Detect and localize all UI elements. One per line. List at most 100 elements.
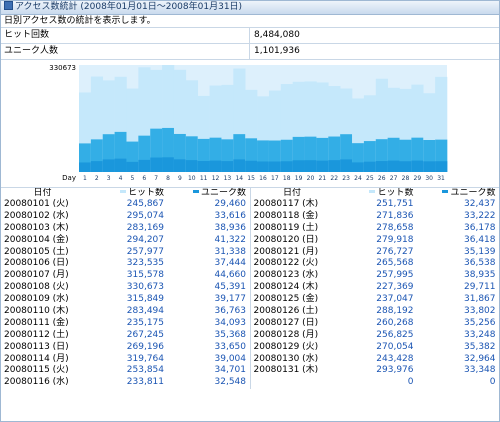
row-unique: 32,437 <box>464 199 496 209</box>
row-date: 20080110 (木) <box>4 306 69 317</box>
summary-value: 1,101,936 <box>254 46 300 56</box>
x-tick-label: 23 <box>342 175 350 182</box>
unique-bar <box>114 158 127 172</box>
row-hits: 330,673 <box>126 282 164 293</box>
row-date: 20080112 (土) <box>4 329 69 340</box>
row-unique: 36,178 <box>464 222 496 233</box>
row-unique: 36,538 <box>464 258 496 269</box>
table-row: 20080121 (月) 276,727 35,139 <box>251 247 500 259</box>
header-hits: ヒット数 <box>334 188 418 199</box>
daily-data-table: 日付 ヒット数 ユニーク数 20080101 (火) 245,867 29,460 2… <box>1 188 500 390</box>
x-tick-label: 2 <box>95 175 99 182</box>
summary-label: ヒット回数 <box>1 28 250 43</box>
row-date: 20080111 (金) <box>4 317 69 328</box>
row-date: 20080116 (水) <box>4 377 69 388</box>
unique-bar <box>268 161 282 172</box>
x-tick-label: 19 <box>295 175 303 182</box>
row-unique: 35,382 <box>464 341 496 352</box>
row-hits: 237,047 <box>376 294 414 305</box>
row-date: 20080113 (日) <box>4 341 69 352</box>
row-date: 20080123 (水) <box>253 270 319 281</box>
row-hits: 245,867 <box>126 199 164 209</box>
row-hits: 293,976 <box>376 365 414 376</box>
row-hits: 283,169 <box>126 222 164 233</box>
row-date: 20080104 (金) <box>4 234 69 245</box>
table-row: 20080102 (水) 295,074 33,616 <box>1 211 250 223</box>
unique-bar <box>126 161 139 172</box>
unique-legend-swatch <box>442 190 449 193</box>
row-unique: 33,616 <box>214 210 247 221</box>
row-unique: 39,004 <box>214 353 247 364</box>
row-date: 20080115 (火) <box>4 365 69 376</box>
unique-bar <box>209 160 222 172</box>
summary-row-hits: ヒット回数 8,484,080 <box>1 28 499 44</box>
row-unique: 38,936 <box>214 222 247 233</box>
x-tick-label: 7 <box>154 175 158 182</box>
row-hits: 227,369 <box>376 282 414 293</box>
row-date: 20080102 (水) <box>4 210 69 221</box>
row-hits: 283,494 <box>126 306 164 317</box>
x-tick-label: 28 <box>402 175 410 182</box>
panel-square-icon <box>4 1 13 10</box>
unique-bar <box>363 161 377 172</box>
row-date: 20080118 (金) <box>253 210 319 221</box>
daily-access-chart: 1 2 3 4 5 6 7 8 9 10 11 12 13 14 15 16 17 18 19 20 21 22 23 24 2… <box>49 64 448 182</box>
row-hits: 0 <box>407 377 414 388</box>
panel-description: 日別アクセス数の統計を表示します。 <box>1 15 499 28</box>
unique-bar <box>162 157 175 172</box>
row-hits: 267,245 <box>126 329 164 340</box>
unique-bar <box>328 160 341 172</box>
row-date: 20080103 (木) <box>4 222 69 233</box>
unique-bar <box>423 161 436 172</box>
table-row: 20080107 (月) 315,578 44,660 <box>1 270 250 282</box>
row-date: 20080106 (日) <box>4 258 69 269</box>
table-row: 20080130 (水) 243,428 32,964 <box>251 354 500 366</box>
row-date: 20080121 (月) <box>253 246 319 257</box>
row-hits: 265,568 <box>376 258 414 269</box>
row-date: 20080131 (木) <box>253 365 319 376</box>
x-tick-label: 18 <box>283 175 291 182</box>
unique-bar <box>221 161 234 172</box>
row-date: 20080122 (火) <box>253 258 319 269</box>
row-unique: 38,935 <box>464 270 496 281</box>
unique-bar <box>150 157 163 172</box>
header-unique: ユニーク数 <box>168 188 246 199</box>
table-header: 日付 ヒット数 ユニーク数 <box>251 188 500 199</box>
table-row: 20080115 (火) 253,854 34,701 <box>1 365 250 377</box>
x-tick-label: 11 <box>200 175 208 182</box>
row-hits: 235,175 <box>126 317 164 328</box>
unique-bar <box>352 162 365 172</box>
row-hits: 251,751 <box>376 199 414 209</box>
table-row: 20080113 (日) 269,196 33,650 <box>1 342 250 354</box>
row-unique: 33,802 <box>464 306 496 317</box>
row-unique: 0 <box>489 377 496 388</box>
table-row: 20080106 (日) 323,535 37,444 <box>1 258 250 270</box>
row-hits: 256,825 <box>376 329 414 340</box>
table-row: 20080118 (金) 271,836 33,222 <box>251 211 500 223</box>
row-unique: 35,256 <box>464 317 496 328</box>
table-row: 20080117 (木) 251,751 32,437 <box>251 199 500 211</box>
unique-bar <box>233 159 246 172</box>
row-unique: 45,391 <box>214 282 247 293</box>
unique-bar <box>138 159 151 172</box>
row-date: 20080109 (水) <box>4 294 69 305</box>
unique-bar <box>173 159 187 172</box>
row-hits: 253,854 <box>126 365 164 376</box>
unique-legend-swatch <box>192 190 199 193</box>
row-unique: 32,548 <box>214 377 247 388</box>
row-date: 20080126 (土) <box>253 306 319 317</box>
unique-bar <box>411 160 424 172</box>
row-hits: 270,054 <box>376 341 414 352</box>
table-row: 20080123 (水) 257,995 38,935 <box>251 270 500 282</box>
row-hits: 260,268 <box>376 317 414 328</box>
unique-bar <box>257 161 270 172</box>
unique-bar <box>292 160 305 172</box>
summary-value: 8,484,080 <box>254 30 300 40</box>
header-date: 日付 <box>33 188 52 198</box>
row-hits: 243,428 <box>376 353 414 364</box>
x-tick-label: 1 <box>83 175 87 182</box>
row-hits: 257,977 <box>126 246 164 257</box>
x-tick-label: 30 <box>425 175 433 182</box>
table-row: 20080111 (金) 235,175 34,093 <box>1 318 250 330</box>
row-hits: 323,535 <box>126 258 164 269</box>
